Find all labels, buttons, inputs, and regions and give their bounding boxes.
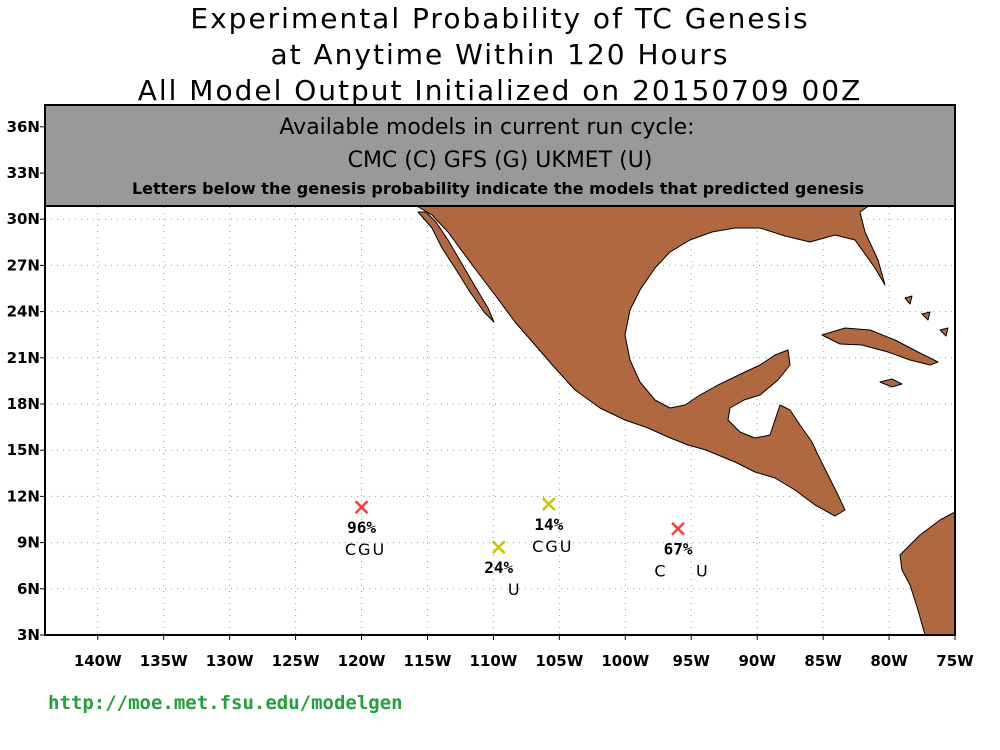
panel-heading: Available models in current run cycle: [279,115,694,140]
lat-label: 3N [17,626,40,644]
title-line-1: Experimental Probability of TC Genesis [190,2,810,35]
genesis-probability: 14% [534,515,563,534]
genesis-marker-x [671,521,685,536]
lon-label: 120W [338,652,386,670]
map-frame [44,104,956,636]
lat-label: 30N [7,210,40,228]
title-line-2: at Anytime Within 120 Hours [270,38,730,71]
lon-label: 115W [404,652,452,670]
land-south-america [899,511,955,635]
lon-label: 140W [74,652,122,670]
genesis-models: U [508,580,522,599]
landmass [414,204,955,635]
panel-models: CMC (C) GFS (G) UKMET (U) [348,148,653,173]
genesis-point: 67% C U [654,521,709,581]
lat-label: 36N [7,118,40,136]
genesis-point: 96% CGU [345,500,386,559]
lat-label: 15N [7,441,40,459]
genesis-marker-x [541,497,556,511]
genesis-probability: 67% [664,540,693,559]
lon-label: 135W [140,652,188,670]
model-info-panel [44,104,956,207]
lat-label: 6N [17,580,40,598]
lon-label: 95W [673,652,711,670]
lon-label: 125W [272,652,320,670]
genesis-points: 96% CGU 14% CGU 24% U 67% C U [345,497,709,599]
lat-label: 12N [7,487,40,505]
lon-label: 110W [469,652,517,670]
lat-label: 27N [7,256,40,274]
genesis-point: 14% CGU [532,497,573,556]
lon-label: 75W [936,652,974,670]
lon-label: 90W [738,652,776,670]
lat-label: 9N [17,534,40,552]
land-baja-california [417,211,495,323]
title-line-3: All Model Output Initialized on 20150709… [137,74,863,107]
lon-label: 105W [535,652,583,670]
latitude-labels: 36N 33N 30N 27N 24N 21N 18N 15N 12N 9N 6N 3N [7,118,45,644]
land-cuba [821,327,939,366]
lat-label: 21N [7,349,40,367]
lat-label: 24N [7,303,40,321]
genesis-probability: 24% [484,558,513,577]
lon-label: 80W [870,652,908,670]
lat-label: 33N [7,164,40,182]
land-bahamas [904,295,949,337]
genesis-probability: 96% [347,518,376,537]
longitude-labels: 140W 135W 130W 125W 120W 115W 110W 105W 100W 95W 9… [74,635,974,670]
lat-label: 18N [7,395,40,413]
land-north-america [414,204,886,517]
lon-label: 100W [601,652,649,670]
genesis-point: 24% U [484,540,522,599]
panel-note: Letters below the genesis probability in… [132,179,864,198]
lon-label: 130W [206,652,254,670]
land-jamaica [879,378,903,388]
genesis-models: CGU [532,537,573,556]
lon-label: 85W [804,652,842,670]
source-url[interactable]: http://moe.met.fsu.edu/modelgen [48,692,403,714]
genesis-marker-x [354,500,369,515]
genesis-marker-x [491,540,506,555]
genesis-models: CGU [345,540,386,559]
genesis-models: C U [654,562,709,581]
